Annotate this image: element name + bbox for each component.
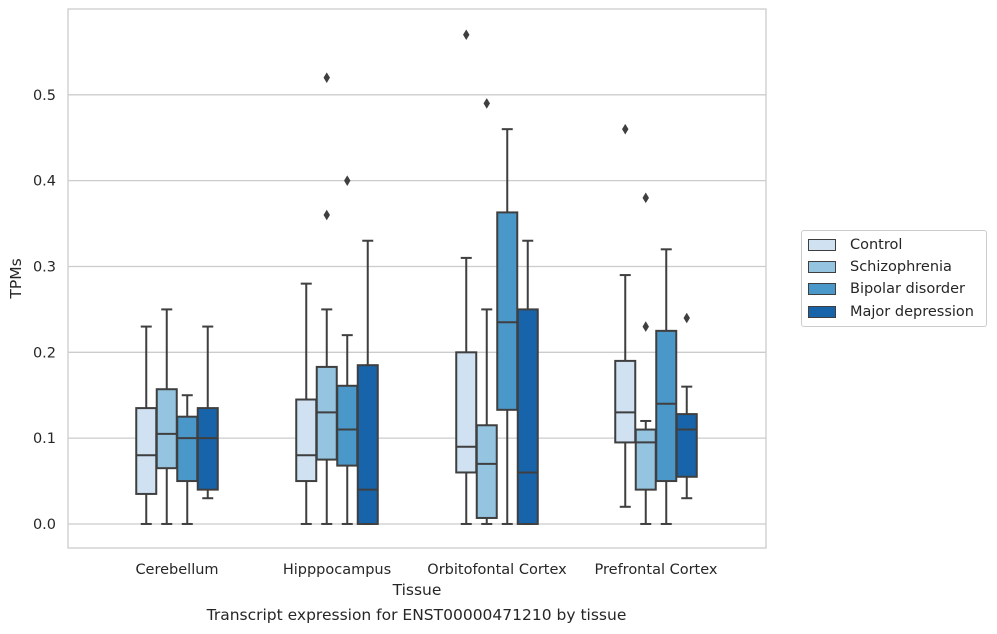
outlier-point bbox=[344, 175, 351, 186]
box-major-depression bbox=[196, 325, 219, 500]
y-tick-label: 0.3 bbox=[33, 259, 56, 275]
iqr-box bbox=[356, 364, 379, 525]
legend-item-major-depression: Major depression bbox=[808, 302, 974, 322]
x-tick-label: Orbitofontal Cortex bbox=[427, 562, 567, 578]
box-schizophrenia bbox=[155, 308, 178, 525]
box-control bbox=[614, 123, 637, 508]
legend-swatch-control bbox=[808, 239, 836, 251]
figure-caption: Transcript expression for ENST0000047121… bbox=[206, 606, 627, 624]
iqr-box bbox=[196, 407, 219, 491]
box-bipolar-disorder bbox=[176, 394, 199, 525]
outlier-point bbox=[642, 192, 649, 204]
iqr-box bbox=[655, 329, 678, 483]
legend-swatch-major-depression bbox=[808, 306, 836, 318]
x-tick-label: Prefrontal Cortex bbox=[595, 562, 718, 578]
legend-swatch-schizophrenia bbox=[808, 261, 836, 273]
box-major-depression bbox=[356, 239, 379, 525]
iqr-box bbox=[155, 388, 178, 470]
legend-label-bipolar-disorder: Bipolar disorder bbox=[850, 281, 965, 297]
outlier-point bbox=[323, 209, 330, 221]
box-bipolar-disorder bbox=[655, 248, 678, 525]
iqr-box bbox=[475, 424, 498, 519]
iqr-box bbox=[135, 407, 158, 495]
iqr-box bbox=[176, 415, 199, 483]
box-schizophrenia bbox=[315, 72, 338, 525]
iqr-box bbox=[336, 384, 359, 467]
box-bipolar-disorder bbox=[336, 175, 359, 525]
box-control bbox=[295, 282, 318, 525]
y-tick-label: 0.1 bbox=[33, 431, 56, 447]
outlier-point bbox=[323, 72, 330, 83]
box-bipolar-disorder bbox=[496, 128, 519, 525]
y-tick-labels: 0.0 0.1 0.2 0.3 0.4 0.5 bbox=[33, 88, 56, 533]
box-plot-series bbox=[135, 29, 698, 525]
iqr-box bbox=[455, 351, 478, 474]
legend-label-schizophrenia: Schizophrenia bbox=[850, 259, 952, 275]
box-schizophrenia bbox=[634, 192, 657, 525]
iqr-box bbox=[634, 428, 657, 491]
plot-frame bbox=[67, 8, 767, 549]
iqr-box bbox=[496, 211, 519, 411]
y-tick-label: 0.0 bbox=[33, 517, 56, 533]
outlier-point bbox=[483, 98, 490, 109]
x-tick-labels: Cerebellum Hipppocampus Orbitofontal Corte… bbox=[135, 562, 717, 578]
legend: Control Schizophrenia Bipolar disorder M… bbox=[801, 230, 987, 327]
outlier-point bbox=[463, 29, 470, 41]
x-tick-label: Hipppocampus bbox=[283, 562, 391, 578]
outlier-point bbox=[642, 321, 649, 332]
y-tick-label: 0.4 bbox=[33, 174, 56, 190]
outlier-point bbox=[683, 312, 690, 324]
legend-label-control: Control bbox=[850, 237, 903, 253]
box-major-depression bbox=[516, 239, 539, 525]
legend-label-major-depression: Major depression bbox=[850, 304, 974, 320]
x-tick-label: Cerebellum bbox=[135, 562, 218, 578]
iqr-box bbox=[295, 398, 318, 483]
box-control bbox=[135, 325, 158, 525]
x-axis-label: Tissue bbox=[392, 581, 442, 599]
box-control bbox=[455, 29, 478, 525]
box-major-depression bbox=[675, 312, 698, 500]
y-tick-label: 0.5 bbox=[33, 88, 56, 104]
legend-swatch-bipolar-disorder bbox=[808, 283, 836, 295]
iqr-box bbox=[614, 359, 637, 444]
box-schizophrenia bbox=[475, 98, 498, 525]
iqr-box bbox=[516, 308, 539, 525]
legend-item-control: Control bbox=[808, 235, 902, 255]
outlier-point bbox=[622, 123, 629, 135]
legend-item-schizophrenia: Schizophrenia bbox=[808, 257, 952, 277]
iqr-box bbox=[675, 413, 698, 478]
y-tick-label: 0.2 bbox=[33, 345, 56, 361]
y-axis-label: TPMs bbox=[7, 258, 25, 299]
legend-item-bipolar-disorder: Bipolar disorder bbox=[808, 279, 965, 299]
